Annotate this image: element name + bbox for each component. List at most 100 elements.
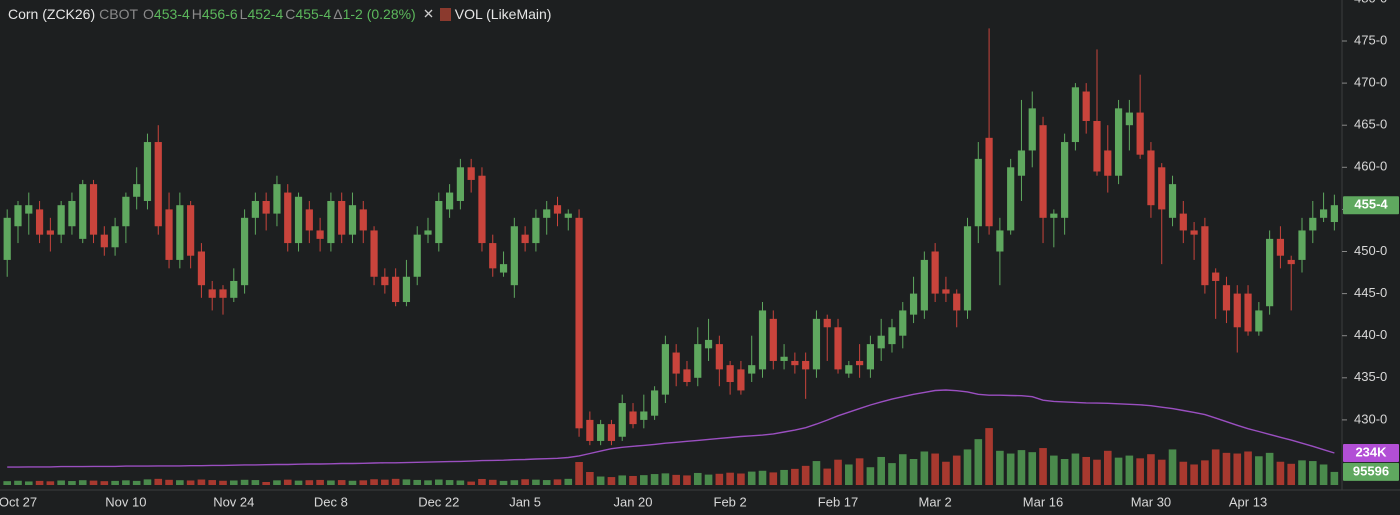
candle-body [316,230,324,239]
volume-bar [855,458,864,485]
volume-ma-label: 234K [1355,444,1387,459]
volume-bar [618,475,627,485]
volume-bar [1071,453,1080,485]
candle-body [25,205,33,214]
candle-body [370,230,378,277]
candle-body [769,318,777,361]
volume-bar [1255,456,1263,485]
candle-body [672,352,680,374]
candle-body [392,276,400,303]
ohlc-key: Δ [333,6,343,22]
volume-bar [974,439,983,485]
volume-bar [1082,456,1090,485]
volume-bar [370,479,378,485]
candle-body [46,230,54,235]
volume-bar [1265,452,1274,485]
candle-body [575,217,583,429]
candle-body [1201,226,1209,286]
volume-bar [294,480,303,485]
candle-body [262,200,270,214]
candle-body [381,276,389,286]
volume-bar [1050,455,1058,485]
volume-bar [510,480,519,485]
ohlc-value: 1-2 (0.28%) [342,6,416,22]
volume-ma-line [7,389,1335,468]
volume-bar [542,480,551,485]
candle-body [597,424,605,441]
last-price-label-box [1343,196,1399,215]
volume-bar [920,451,929,485]
candle-body [553,205,562,214]
candle-body [35,209,44,235]
volume-bar [316,479,324,485]
x-tick-label: Nov 10 [105,494,146,509]
volume-bar [1103,450,1112,485]
volume-bar [898,454,907,485]
close-icon[interactable] [422,7,436,21]
volume-bar [57,480,65,485]
volume-bar [812,461,821,485]
candle-body [456,167,464,201]
candle-body [435,200,443,244]
volume-bar [521,479,529,485]
candle-body [1255,310,1263,332]
candle-body [359,209,367,231]
candle-body [1125,112,1133,126]
ohlc-value: 456-6 [201,6,238,22]
candle-body [877,335,885,349]
candle-body [888,327,896,345]
volume-bar [35,480,44,485]
x-tick-label: Nov 24 [213,494,254,509]
candle-body [1093,120,1101,172]
volume-bar [586,472,594,485]
volume-bar [985,428,993,485]
candle-body [100,234,108,248]
volume-bar [715,473,724,485]
candle-body [230,280,238,298]
x-tick-label: Apr 13 [1229,494,1267,509]
candle-body [651,390,659,416]
candle-body [1298,230,1306,260]
candle-body [629,411,637,425]
volume-bar [240,479,249,485]
candle-body [1061,142,1069,218]
volume-bar [262,481,270,485]
candle-body [791,360,799,366]
candle-body [1266,238,1274,307]
ohlc-value: 453-4 [153,6,190,22]
volume-bar [1060,459,1069,485]
y-tick-label: 450-0 [1354,243,1387,258]
x-tick-label: Feb 2 [714,494,747,509]
volume-bar [1147,454,1155,485]
volume-bar [564,478,573,485]
candle-body [165,209,173,260]
x-tick-label: Feb 17 [818,494,858,509]
y-tick-label: 430-0 [1354,411,1387,426]
volume-bar [1028,452,1037,485]
volume-bar [704,474,713,485]
volume-bar [154,478,163,485]
candle-body [89,184,98,235]
volume-bar [100,481,109,485]
x-tick-label: Dec 8 [314,494,348,509]
volume-bar [132,480,141,485]
volume-bar [1298,460,1306,485]
volume-bar [909,459,918,485]
candle-body [57,205,65,235]
candle-body [942,289,950,294]
candle-body [68,200,76,227]
volume-bar [553,479,562,485]
volume-bar [823,468,832,485]
candle-body [1007,167,1015,231]
candle-body [1190,230,1198,235]
candle-body [111,226,119,248]
candle-body [197,251,206,286]
volume-bar [391,478,400,485]
volume-bar [1201,460,1209,485]
volume-bar [931,453,939,485]
candle-body [521,234,529,244]
volume-bar [337,480,346,485]
candle-body [122,196,130,227]
volume-bar [176,480,184,485]
